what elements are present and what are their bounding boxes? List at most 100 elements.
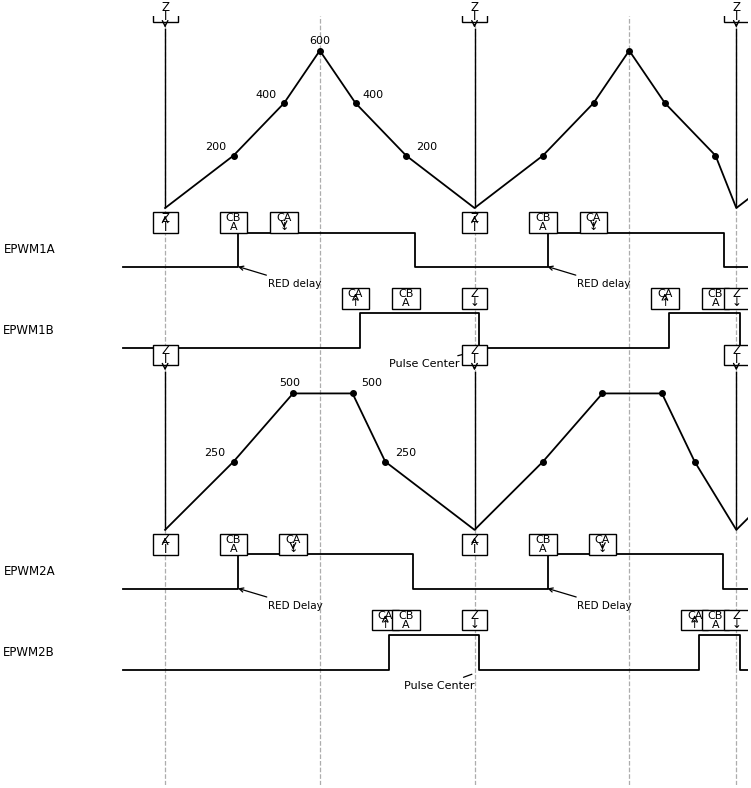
Text: CA: CA [378, 611, 393, 621]
FancyBboxPatch shape [589, 534, 616, 555]
Text: ↓: ↓ [469, 618, 479, 631]
Text: A: A [230, 222, 237, 232]
Text: A: A [712, 298, 719, 308]
Text: Z: Z [732, 609, 740, 622]
FancyBboxPatch shape [392, 288, 420, 309]
Text: A: A [403, 298, 410, 308]
Text: A: A [712, 619, 719, 630]
FancyBboxPatch shape [462, 288, 487, 309]
FancyBboxPatch shape [152, 534, 177, 555]
Text: A: A [403, 619, 410, 630]
Text: Z: Z [732, 288, 740, 300]
Text: A: A [539, 544, 547, 554]
FancyBboxPatch shape [724, 344, 749, 366]
Text: CB: CB [535, 535, 550, 545]
FancyBboxPatch shape [724, 610, 749, 630]
Text: CA: CA [586, 214, 602, 223]
FancyBboxPatch shape [724, 2, 749, 22]
FancyBboxPatch shape [152, 213, 177, 233]
Text: CA: CA [276, 214, 292, 223]
FancyBboxPatch shape [580, 213, 608, 233]
Text: Z: Z [732, 344, 740, 357]
Text: A: A [230, 544, 237, 554]
Text: ↑: ↑ [381, 619, 390, 630]
Text: CB: CB [226, 535, 241, 545]
Text: ↓: ↓ [469, 296, 479, 310]
Text: CA: CA [348, 288, 363, 299]
FancyBboxPatch shape [462, 610, 487, 630]
Text: I: I [164, 543, 167, 556]
Text: Z: Z [471, 344, 478, 357]
FancyBboxPatch shape [152, 2, 177, 22]
Text: 500: 500 [361, 377, 382, 388]
FancyBboxPatch shape [681, 610, 708, 630]
Text: ↓: ↓ [731, 296, 741, 310]
Text: 250: 250 [204, 448, 225, 459]
Text: 200: 200 [416, 143, 438, 152]
Text: ↓: ↓ [279, 222, 289, 232]
Text: 200: 200 [205, 143, 226, 152]
FancyBboxPatch shape [724, 288, 749, 309]
FancyBboxPatch shape [372, 610, 399, 630]
FancyBboxPatch shape [529, 534, 556, 555]
Text: I: I [473, 221, 476, 234]
FancyBboxPatch shape [342, 288, 369, 309]
FancyBboxPatch shape [462, 534, 487, 555]
Text: Z: Z [161, 212, 169, 225]
FancyBboxPatch shape [702, 288, 729, 309]
Text: EPWM1B: EPWM1B [3, 324, 55, 337]
Text: ↓: ↓ [598, 544, 607, 554]
Text: I: I [473, 10, 476, 23]
FancyBboxPatch shape [152, 344, 177, 366]
FancyBboxPatch shape [220, 213, 247, 233]
Text: ↓: ↓ [288, 544, 297, 554]
Text: RED delay: RED delay [549, 266, 631, 288]
Text: CB: CB [707, 611, 723, 621]
Text: EPWM1A: EPWM1A [4, 243, 55, 257]
FancyBboxPatch shape [220, 534, 247, 555]
FancyBboxPatch shape [529, 213, 556, 233]
Text: Z: Z [732, 1, 740, 14]
Text: CB: CB [535, 214, 550, 223]
FancyBboxPatch shape [702, 610, 729, 630]
Text: 500: 500 [279, 377, 300, 388]
Text: EPWM2B: EPWM2B [3, 646, 55, 659]
Text: CA: CA [687, 611, 702, 621]
Text: Z: Z [161, 533, 169, 547]
Text: I: I [164, 10, 167, 23]
Text: ↑: ↑ [690, 619, 699, 630]
Text: RED delay: RED delay [240, 266, 321, 288]
Text: I: I [734, 10, 738, 23]
Text: EPWM2A: EPWM2A [4, 565, 55, 578]
Text: Pulse Center: Pulse Center [390, 352, 472, 370]
FancyBboxPatch shape [462, 344, 487, 366]
FancyBboxPatch shape [270, 213, 298, 233]
Text: A: A [539, 222, 547, 232]
Text: Z: Z [471, 212, 478, 225]
Text: Pulse Center: Pulse Center [404, 675, 475, 691]
FancyBboxPatch shape [462, 213, 487, 233]
Text: I: I [164, 221, 167, 234]
Text: CB: CB [398, 288, 414, 299]
Text: ↓: ↓ [589, 222, 599, 232]
Text: CA: CA [657, 288, 673, 299]
FancyBboxPatch shape [651, 288, 679, 309]
Text: 400: 400 [363, 90, 384, 100]
Text: CB: CB [707, 288, 723, 299]
FancyBboxPatch shape [279, 534, 306, 555]
Text: ↑: ↑ [351, 298, 360, 308]
Text: RED Delay: RED Delay [549, 588, 632, 611]
Text: Z: Z [161, 1, 169, 14]
Text: 250: 250 [396, 448, 417, 459]
Text: CA: CA [285, 535, 300, 545]
Text: Z: Z [471, 533, 478, 547]
Text: CB: CB [398, 611, 414, 621]
Text: I: I [473, 353, 476, 366]
Text: I: I [473, 543, 476, 556]
Text: ↓: ↓ [731, 618, 741, 631]
Text: Z: Z [471, 288, 478, 300]
Text: I: I [164, 353, 167, 366]
Text: Z: Z [471, 609, 478, 622]
Text: CA: CA [595, 535, 610, 545]
Text: I: I [734, 353, 738, 366]
